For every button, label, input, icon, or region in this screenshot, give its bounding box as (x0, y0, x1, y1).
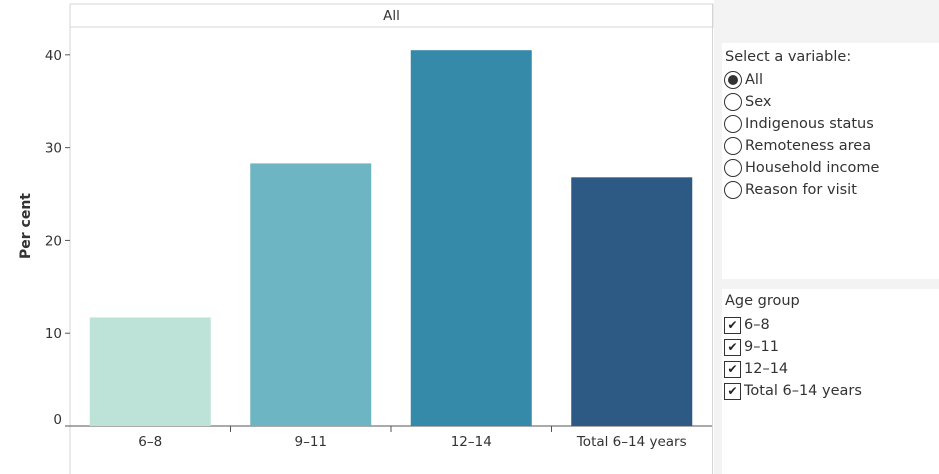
radio-button[interactable] (724, 159, 742, 177)
variable-option-label: Remoteness area (745, 138, 872, 154)
age-group-option-label: Total 6–14 years (744, 383, 862, 399)
radio-button[interactable] (724, 137, 742, 155)
radio-button[interactable] (724, 115, 742, 133)
x-tick-label: 9–11 (294, 434, 327, 450)
age-group-option-label: 12–14 (744, 361, 789, 377)
chart-title: All (383, 8, 400, 24)
y-tick-label: 0 (53, 412, 62, 428)
age-group-option[interactable]: ✔ Total 6–14 years (724, 380, 862, 402)
bar[interactable] (250, 163, 372, 426)
x-axis: 6–8 9–11 12–14 Total 6–14 years (138, 426, 687, 450)
filter-panel: Select a variable: All Sex Indigenous stat… (714, 0, 939, 474)
variable-option-label: Reason for visit (745, 182, 857, 198)
radio-button[interactable] (724, 181, 742, 199)
variable-option-label: All (745, 72, 763, 88)
bar[interactable] (89, 317, 211, 426)
age-group-option-label: 6–8 (744, 317, 770, 333)
x-tick-label: 12–14 (451, 434, 492, 450)
y-tick-label: 20 (45, 233, 62, 249)
variable-option[interactable]: All (724, 69, 763, 91)
bars-group (89, 50, 693, 427)
age-group-filter-title: Age group (725, 293, 800, 309)
age-group-option[interactable]: ✔ 9–11 (724, 336, 779, 358)
age-group-option[interactable]: ✔ 12–14 (724, 358, 788, 380)
variable-option[interactable]: Sex (724, 91, 771, 113)
radio-selected-dot (728, 75, 738, 85)
y-tick-label: 10 (45, 326, 62, 342)
bar[interactable] (571, 177, 693, 426)
age-group-option-label: 9–11 (744, 339, 779, 355)
y-tick-label: 30 (45, 141, 62, 157)
variable-option[interactable]: Household income (724, 157, 879, 179)
radio-button[interactable] (724, 93, 742, 111)
bar-chart: All Per cent 0 10 20 30 40 6–8 9–11 12–14 Total… (18, 3, 714, 474)
variable-selector-card: Select a variable: All Sex Indigenous stat… (722, 43, 939, 279)
variable-option-label: Indigenous status (745, 116, 874, 132)
variable-option-label: Sex (745, 94, 772, 110)
y-axis: 0 10 20 30 40 (45, 48, 70, 428)
chart-panel: All Per cent 0 10 20 30 40 6–8 9–11 12–14 Total… (18, 3, 714, 474)
variable-option[interactable]: Reason for visit (724, 179, 857, 201)
y-tick-label: 40 (45, 48, 62, 64)
variable-option[interactable]: Remoteness area (724, 135, 871, 157)
variable-selector-title: Select a variable: (725, 49, 852, 65)
radio-button[interactable] (724, 71, 742, 89)
y-axis-label: Per cent (18, 193, 34, 259)
age-group-filter-card: Age group ✔ 6–8 ✔ 9–11 ✔ 12–14 ✔ Total 6–14 yea… (722, 289, 939, 474)
checkbox[interactable]: ✔ (724, 360, 741, 378)
x-tick-label: 6–8 (138, 434, 162, 450)
variable-option-label: Household income (745, 160, 880, 176)
checkbox[interactable]: ✔ (724, 338, 741, 356)
checkbox[interactable]: ✔ (724, 316, 741, 334)
x-tick-label: Total 6–14 years (576, 434, 687, 450)
variable-option[interactable]: Indigenous status (724, 113, 874, 135)
age-group-option[interactable]: ✔ 6–8 (724, 314, 770, 336)
bar[interactable] (410, 50, 532, 427)
checkbox[interactable]: ✔ (724, 382, 741, 400)
